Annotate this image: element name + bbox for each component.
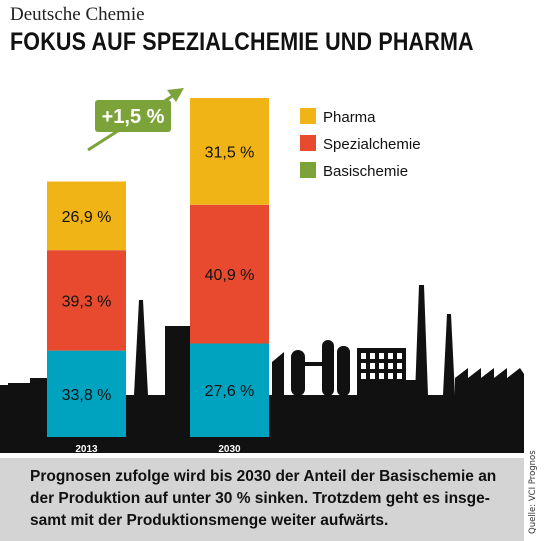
building-windows xyxy=(361,353,402,379)
bar-value-label: 27,6 % xyxy=(205,383,255,400)
window xyxy=(361,353,366,359)
legend-swatch xyxy=(300,135,316,151)
caption-box: Prognosen zufolge wird bis 2030 der Ante… xyxy=(0,458,524,541)
page-title: FOKUS AUF SPEZIALCHEMIE UND PHARMA xyxy=(10,28,474,56)
window xyxy=(388,363,393,369)
legend-label: Spezialchemie xyxy=(323,136,421,153)
window xyxy=(388,373,393,379)
bar-segment-pharma-2030 xyxy=(190,98,269,205)
legend-swatch xyxy=(300,162,316,178)
legend-swatch xyxy=(300,108,316,124)
bar-value-label: 26,9 % xyxy=(62,209,112,226)
bar-value-label: 31,5 % xyxy=(205,144,255,161)
bar-segment-basischemie-2030 xyxy=(190,343,269,437)
window xyxy=(379,363,384,369)
window xyxy=(397,363,402,369)
bar-segment-spezialchemie-2030 xyxy=(190,204,269,344)
legend-label: Basischemie xyxy=(323,163,408,180)
bars-group: 33,8 % 39,3 % 26,9 % 2013 27,6 % 40,9 % 31,5 %… xyxy=(47,98,269,455)
window xyxy=(370,373,375,379)
bar-segment-basischemie-2013 xyxy=(47,350,126,437)
window xyxy=(361,363,366,369)
growth-annotation: +1,5 % xyxy=(87,88,184,152)
source-note: Quelle: VCI Prognos xyxy=(528,450,538,534)
window xyxy=(370,363,375,369)
bar-value-label: 39,3 % xyxy=(62,293,112,310)
legend-label: Pharma xyxy=(323,109,376,126)
bar-segment-spezialchemie-2013 xyxy=(47,250,126,351)
window xyxy=(361,373,366,379)
category-label: 2013 xyxy=(75,444,98,455)
legend: Pharma Spezialchemie Basischemie xyxy=(300,108,421,180)
window xyxy=(388,353,393,359)
growth-label: +1,5 % xyxy=(102,106,165,128)
bar-value-label: 33,8 % xyxy=(62,387,112,404)
growth-arrow-head xyxy=(167,88,184,102)
kicker: Deutsche Chemie xyxy=(10,4,145,25)
category-label: 2030 xyxy=(218,444,241,455)
bar-segment-pharma-2013 xyxy=(47,181,126,251)
window xyxy=(397,353,402,359)
header: Deutsche Chemie FOKUS AUF SPEZIALCHEMIE … xyxy=(10,4,534,58)
window xyxy=(370,353,375,359)
caption-text: Prognosen zufolge wird bis 2030 der Ante… xyxy=(30,468,497,529)
window xyxy=(379,373,384,379)
window xyxy=(397,373,402,379)
growth-badge xyxy=(95,100,171,132)
window xyxy=(379,353,384,359)
bar-value-label: 40,9 % xyxy=(205,267,255,284)
